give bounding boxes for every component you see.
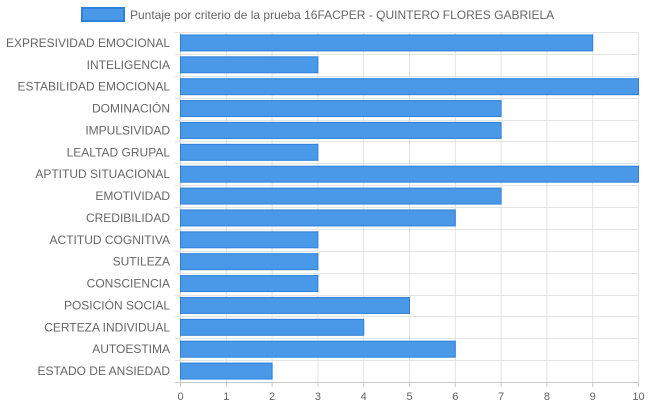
- x-tick-label: 5: [406, 391, 412, 403]
- category-label: AUTOESTIMA: [92, 342, 170, 356]
- category-label: DOMINACIÓN: [92, 101, 170, 116]
- bar[interactable]: [180, 121, 502, 139]
- legend[interactable]: Puntaje por criterio de la prueba 16FACP…: [81, 7, 554, 22]
- category-label: POSICIÓN SOCIAL: [64, 297, 170, 312]
- legend-swatch: [81, 7, 125, 22]
- bar[interactable]: [180, 340, 456, 358]
- category-label: ESTADO DE ANSIEDAD: [38, 364, 171, 378]
- category-label: IMPULSIVIDAD: [85, 123, 170, 137]
- x-axis-ticks: 0 1 2 3 4 5 6 7 8 9 10: [177, 382, 645, 403]
- category-labels: EXPRESIVIDAD EMOCIONAL INTELIGENCIA ESTABI…: [6, 36, 170, 378]
- x-tick-label: 6: [452, 391, 458, 403]
- x-tick-label: 10: [632, 391, 644, 403]
- bar[interactable]: [180, 34, 594, 52]
- bar[interactable]: [180, 253, 319, 271]
- category-label: EMOTIVIDAD: [95, 189, 170, 203]
- x-tick-label: 8: [544, 391, 550, 403]
- category-label: ACTITUD COGNITIVA: [50, 233, 170, 247]
- x-tick-label: 9: [590, 391, 596, 403]
- category-label: CREDIBILIDAD: [86, 211, 170, 225]
- bar[interactable]: [180, 56, 319, 74]
- x-tick-label: 2: [269, 391, 275, 403]
- bar[interactable]: [180, 296, 410, 314]
- bar[interactable]: [180, 78, 639, 96]
- category-label: ESTABILIDAD EMOCIONAL: [18, 80, 171, 94]
- bar[interactable]: [180, 231, 319, 249]
- bar[interactable]: [180, 275, 319, 293]
- x-tick-label: 1: [223, 391, 229, 403]
- category-label: CONSCIENCIA: [87, 277, 170, 291]
- bars: [180, 34, 639, 380]
- x-tick-label: 3: [315, 391, 321, 403]
- x-tick-label: 4: [361, 391, 367, 403]
- category-label: INTELIGENCIA: [87, 58, 170, 72]
- category-label: APTITUD SITUACIONAL: [35, 167, 170, 181]
- bar[interactable]: [180, 318, 365, 336]
- bar[interactable]: [180, 209, 456, 227]
- legend-label: Puntaje por criterio de la prueba 16FACP…: [130, 8, 554, 22]
- bar[interactable]: [180, 362, 273, 380]
- bar[interactable]: [180, 100, 502, 118]
- bar[interactable]: [180, 143, 319, 161]
- category-label: CERTEZA INDIVIDUAL: [44, 320, 170, 334]
- x-tick-label: 0: [177, 391, 183, 403]
- bar[interactable]: [180, 187, 502, 205]
- bar[interactable]: [180, 165, 639, 183]
- category-label: EXPRESIVIDAD EMOCIONAL: [6, 36, 170, 50]
- category-label: SUTILEZA: [113, 255, 170, 269]
- x-tick-label: 7: [498, 391, 504, 403]
- category-label: LEALTAD GRUPAL: [67, 145, 171, 159]
